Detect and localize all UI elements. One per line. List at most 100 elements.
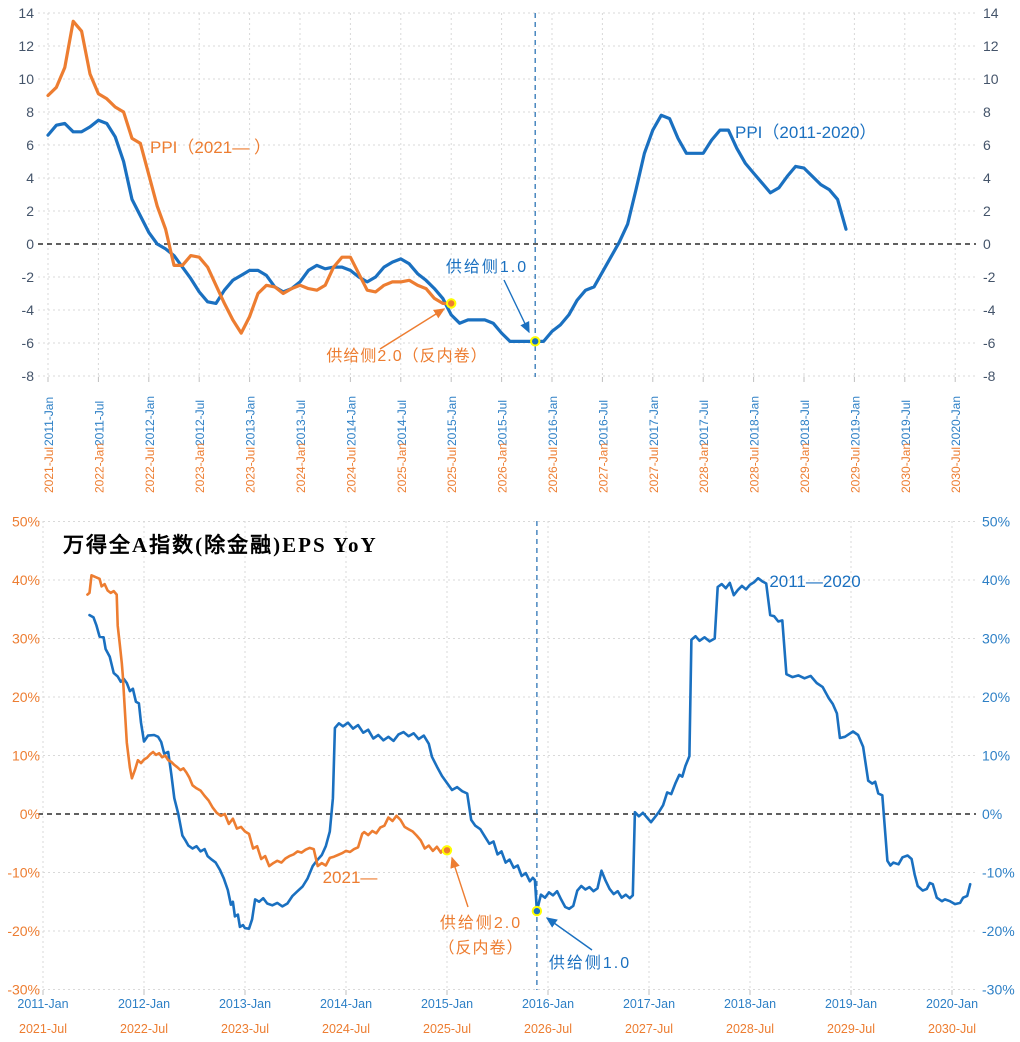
y-axis-label-right: -30% — [982, 982, 1015, 998]
x-axis-label-secondary: 2022-Jul — [120, 1022, 168, 1036]
x-axis-label-secondary: 2023-Jul — [244, 447, 258, 493]
ann2-supply-side-2-line2-arrow — [450, 856, 469, 908]
x-axis-label-primary: 2016-Jan — [522, 997, 574, 1011]
x-axis-label-secondary: 2024-Jul — [344, 447, 358, 493]
y-axis-label-left: 30% — [12, 631, 40, 647]
x-axis-label-primary: 2014-Jul — [395, 400, 409, 446]
x-axis-label-secondary: 2026-Jul — [546, 447, 560, 493]
y-axis-label-left: 8 — [26, 104, 34, 120]
x-axis-label-secondary: 2021-Jul — [19, 1022, 67, 1036]
y-axis-label-right: 20% — [982, 689, 1010, 705]
x-axis-label-secondary: 2025-Jul — [445, 447, 459, 493]
y-axis-label-left: -30% — [7, 982, 40, 998]
label-eps-2021: 2021— — [323, 868, 378, 887]
y-axis-label-right: 50% — [982, 514, 1010, 530]
y-axis-label-left: -4 — [22, 302, 35, 318]
y-axis-label-right: 0% — [982, 806, 1002, 822]
x-axis-label-secondary: 2026-Jan — [496, 443, 510, 493]
x-axis-label-primary: 2016-Jan — [546, 396, 560, 446]
x-axis-label-primary: 2018-Jan — [748, 396, 762, 446]
x-axis-label-primary: 2019-Jan — [825, 997, 877, 1011]
y-axis-label-left: 0 — [26, 236, 34, 252]
y-axis-label-left: 2 — [26, 203, 34, 219]
x-axis-label-secondary: 2023-Jul — [221, 1022, 269, 1036]
event-marker-ppi-2021 — [446, 298, 457, 309]
x-axis-label-secondary: 2028-Jul — [726, 1022, 774, 1036]
x-axis-label-secondary: 2029-Jul — [827, 1022, 875, 1036]
y-axis-label-left: 10 — [18, 71, 34, 87]
y-axis-label-right: 10 — [983, 71, 999, 87]
y-axis-label-left: -20% — [7, 923, 40, 939]
y-axis-label-right: 14 — [983, 5, 999, 21]
x-axis-label-primary: 2016-Jul — [596, 400, 610, 446]
ann2-supply-side-2-line1: 供给侧2.0 — [440, 914, 522, 932]
x-axis-label-secondary: 2028-Jul — [748, 447, 762, 493]
x-axis-label-primary: 2012-Jan — [118, 997, 170, 1011]
x-axis-label-primary: 2015-Jan — [445, 396, 459, 446]
x-axis-label-primary: 2011-Jan — [42, 397, 56, 446]
y-axis-label-right: -8 — [983, 368, 996, 384]
x-axis-label-primary: 2013-Jan — [219, 997, 271, 1011]
y-axis-label-right: -10% — [982, 865, 1015, 881]
y-axis-label-right: -2 — [983, 269, 996, 285]
x-axis-label-secondary: 2029-Jul — [848, 447, 862, 493]
eps-chart: 50% 50% 40% 40% 30% 30% 20% 20% 10% 10% 0% 0% -10% -1… — [7, 514, 1014, 1037]
y-axis-label-left: 10% — [12, 748, 40, 764]
x-axis-label-secondary: 2024-Jan — [294, 443, 308, 493]
x-axis-label-primary: 2020-Jan — [926, 997, 978, 1011]
x-axis-label-primary: 2013-Jul — [294, 400, 308, 446]
ppi-chart: 14 14 12 12 10 10 8 8 6 6 4 4 2 2 0 0 -2 -2 -4 -4 -6 -6 -8 -8 20… — [18, 5, 998, 493]
event-marker-eps-2011-2020 — [531, 905, 543, 917]
x-axis-label-primary: 2017-Jul — [697, 400, 711, 446]
y-axis-label-left: 40% — [12, 572, 40, 588]
ann-supply-side-2: 供给侧2.0（反内卷） — [326, 347, 487, 365]
eps-2021-line — [86, 574, 449, 868]
ann2-supply-side-2-line2: （反内卷） — [438, 939, 523, 957]
y-axis-label-right: -6 — [983, 335, 996, 351]
y-axis-label-right: 2 — [983, 203, 991, 219]
y-axis-label-left: -8 — [22, 368, 35, 384]
x-axis-label-secondary: 2030-Jan — [899, 443, 913, 493]
y-axis-label-right: 10% — [982, 748, 1010, 764]
y-axis-label-left: 0% — [20, 806, 40, 822]
y-axis-label-right: 0 — [983, 236, 991, 252]
x-axis-label-secondary: 2022-Jan — [92, 443, 106, 493]
event-marker-ppi-2011-2020 — [530, 336, 541, 347]
label-eps-2011-2020: 2011—2020 — [769, 572, 860, 591]
y-axis-label-right: 30% — [982, 631, 1010, 647]
x-axis-label-primary: 2015-Jul — [496, 400, 510, 446]
x-axis-label-secondary: 2030-Jul — [949, 447, 963, 493]
label-ppi-2021: PPI（2021— ） — [150, 138, 271, 157]
y-axis-label-right: 12 — [983, 38, 999, 54]
x-axis-label-secondary: 2030-Jul — [928, 1022, 976, 1036]
y-axis-label-right: -4 — [983, 302, 996, 318]
ann-supply-side-1-arrow — [503, 279, 530, 334]
x-axis-label-primary: 2019-Jul — [899, 400, 913, 446]
x-axis-label-secondary: 2027-Jan — [596, 443, 610, 493]
event-marker-eps-2021 — [441, 845, 453, 856]
x-axis-label-primary: 2018-Jul — [798, 400, 812, 446]
y-axis-label-left: 12 — [18, 38, 34, 54]
x-axis-label-primary: 2012-Jul — [193, 400, 207, 446]
x-axis-label-secondary: 2027-Jul — [625, 1022, 673, 1036]
y-axis-label-left: -10% — [7, 865, 40, 881]
y-axis-label-left: -2 — [22, 269, 35, 285]
x-axis-label-primary: 2017-Jan — [623, 997, 675, 1011]
x-axis-label-primary: 2015-Jan — [421, 997, 473, 1011]
x-axis-label-secondary: 2027-Jul — [647, 447, 661, 493]
ann2-supply-side-1: 供给侧1.0 — [549, 954, 631, 972]
x-axis-label-primary: 2020-Jan — [949, 396, 963, 446]
ppi-2021-line — [46, 19, 453, 335]
y-axis-label-left: 4 — [26, 170, 34, 186]
x-axis-label-secondary: 2024-Jul — [322, 1022, 370, 1036]
x-axis-label-secondary: 2029-Jan — [798, 443, 812, 493]
x-axis-label-primary: 2011-Jan — [17, 997, 68, 1011]
y-axis-label-right: -20% — [982, 923, 1015, 939]
x-axis-label-primary: 2019-Jan — [848, 396, 862, 446]
x-axis-label-secondary: 2021-Jul — [42, 447, 56, 493]
eps-2011-2020-line — [88, 576, 972, 930]
x-axis-label-primary: 2014-Jan — [320, 997, 372, 1011]
x-axis-label-secondary: 2023-Jan — [193, 443, 207, 493]
